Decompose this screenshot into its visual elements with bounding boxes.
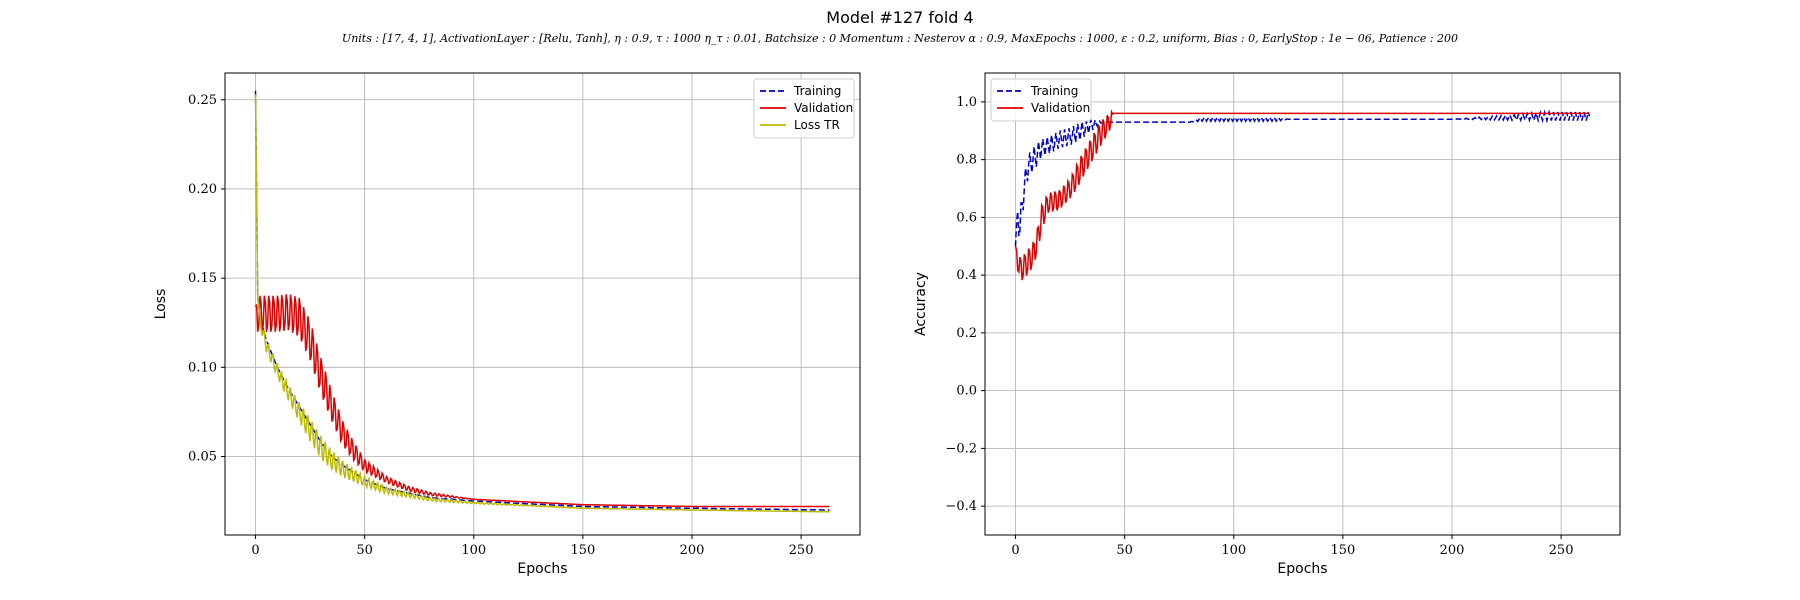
y-tick-label: −0.2 (945, 441, 977, 456)
y-tick-label: 0.20 (188, 182, 217, 197)
series-line-loss-tr (254, 94, 830, 513)
y-tick-label: 0.6 (956, 210, 977, 225)
x-axis-label: Epochs (1277, 561, 1327, 577)
legend: Training Validation (990, 78, 1092, 122)
x-tick-label: 0 (1011, 543, 1019, 558)
legend-box (990, 78, 1092, 122)
x-tick-label: 0 (251, 543, 259, 558)
x-tick-label: 50 (1116, 543, 1133, 558)
y-tick-label: 0.2 (956, 326, 977, 341)
figure-subtitle: Units : [17, 4, 1], ActivationLayer : [R… (342, 32, 1458, 45)
legend-label: Training (1030, 84, 1078, 98)
series-line-training (254, 90, 830, 511)
legend-label: Training (793, 84, 841, 98)
x-tick-label: 100 (1221, 543, 1246, 558)
x-tick-label: 150 (570, 543, 595, 558)
x-tick-label: 250 (1549, 543, 1574, 558)
y-tick-label: 0.10 (188, 360, 217, 375)
y-axis-label: Accuracy (913, 272, 929, 336)
figure-title: Model #127 fold 4 (826, 8, 973, 27)
y-tick-label: 0.8 (956, 153, 977, 168)
y-tick-label: 0.4 (956, 268, 977, 283)
x-tick-label: 200 (1440, 543, 1465, 558)
axes-frame (984, 72, 1621, 536)
x-tick-label: 100 (461, 543, 486, 558)
series-line-validation (1014, 109, 1590, 281)
accuracy-chart: 0 50 100 150 200 250 −0.4 −0.2 0.0 0.2 0.4 0.6 0.8 1.… (913, 72, 1621, 577)
series-line-validation (254, 294, 830, 508)
legend-label: Validation (1031, 101, 1090, 115)
legend-label: Loss TR (794, 118, 840, 132)
axes-frame (224, 72, 861, 536)
legend-label: Validation (794, 101, 853, 115)
y-tick-label: 0.05 (188, 450, 217, 465)
x-tick-label: 150 (1330, 543, 1355, 558)
legend: Training Validation Loss TR (753, 78, 855, 139)
loss-chart: 0 50 100 150 200 250 0.05 0.10 0.15 0.20 0.25 Epoch… (153, 72, 861, 577)
y-tick-label: −0.4 (945, 499, 977, 514)
y-tick-label: 0.25 (188, 93, 217, 108)
y-tick-label: 1.0 (956, 95, 977, 110)
y-tick-label: 0.15 (188, 271, 217, 286)
y-tick-label: 0.0 (956, 384, 977, 399)
x-tick-label: 50 (356, 543, 373, 558)
x-tick-label: 250 (789, 543, 814, 558)
legend-box (753, 78, 855, 139)
y-axis-label: Loss (153, 289, 169, 320)
x-tick-label: 200 (680, 543, 705, 558)
x-axis-label: Epochs (517, 561, 567, 577)
